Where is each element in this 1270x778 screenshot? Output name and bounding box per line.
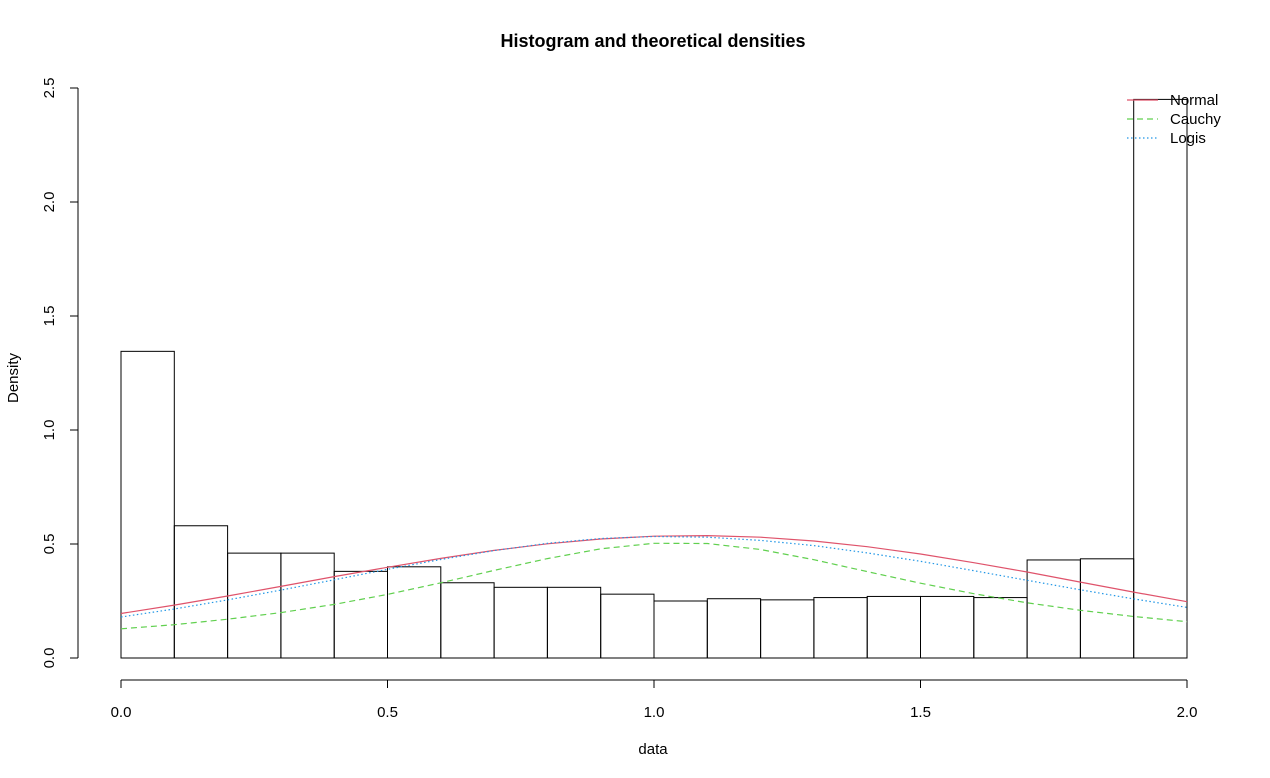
y-tick-label: 2.0: [41, 192, 58, 213]
x-tick-label: 0.0: [111, 704, 132, 721]
x-tick-label: 0.5: [377, 704, 398, 721]
legend-label-cauchy: Cauchy: [1170, 111, 1221, 128]
legend-label-logis: Logis: [1170, 130, 1206, 147]
histogram-bar-14: [866, 595, 922, 659]
histogram-bar-0: [120, 350, 175, 659]
y-axis: 0.0 0.5 1.0 1.5 2.0 2.5: [41, 78, 79, 669]
histogram-bar-7: [493, 586, 548, 659]
histogram-bar-13: [813, 597, 868, 659]
histogram-bar-6: [440, 582, 495, 659]
histogram-bar-5: [387, 566, 442, 659]
x-tick-label: 1.0: [644, 704, 665, 721]
histogram-bar-16: [973, 597, 1028, 659]
y-tick-label: 0.5: [41, 534, 58, 555]
x-tick-label: 2.0: [1177, 704, 1198, 721]
legend-label-normal: Normal: [1170, 92, 1218, 109]
x-tick-label: 1.5: [910, 704, 931, 721]
chart-title: Histogram and theoretical densities: [500, 31, 805, 51]
histogram-bar-2: [227, 552, 282, 659]
y-tick-label: 2.5: [41, 78, 58, 99]
legend: Normal Cauchy Logis: [1127, 92, 1221, 147]
histogram-bar-10: [653, 600, 708, 659]
histogram-bar-1: [173, 525, 229, 659]
curve-cauchy: [120, 542, 1188, 630]
density-curves: [120, 534, 1188, 630]
curve-normal: [120, 534, 1188, 615]
histogram-bar-9: [600, 593, 655, 659]
histogram-bar-18: [1079, 558, 1135, 659]
y-tick-label: 1.5: [41, 306, 58, 327]
histogram-bar-19: [1133, 98, 1188, 659]
histogram-bar-11: [706, 598, 762, 659]
y-tick-label: 1.0: [41, 420, 58, 441]
y-tick-label: 0.0: [41, 648, 58, 669]
curve-logis: [120, 535, 1188, 618]
histogram-bar-12: [760, 599, 815, 659]
histogram-bars: [120, 98, 1188, 659]
histogram-bar-4: [333, 570, 389, 659]
histogram-bar-8: [546, 586, 602, 659]
histogram-bar-3: [280, 552, 335, 659]
y-axis-label: Density: [5, 352, 22, 403]
histogram-bar-15: [920, 595, 975, 659]
x-axis-label: data: [638, 741, 668, 758]
x-axis: 0.0 0.5 1.0 1.5 2.0: [111, 679, 1198, 721]
